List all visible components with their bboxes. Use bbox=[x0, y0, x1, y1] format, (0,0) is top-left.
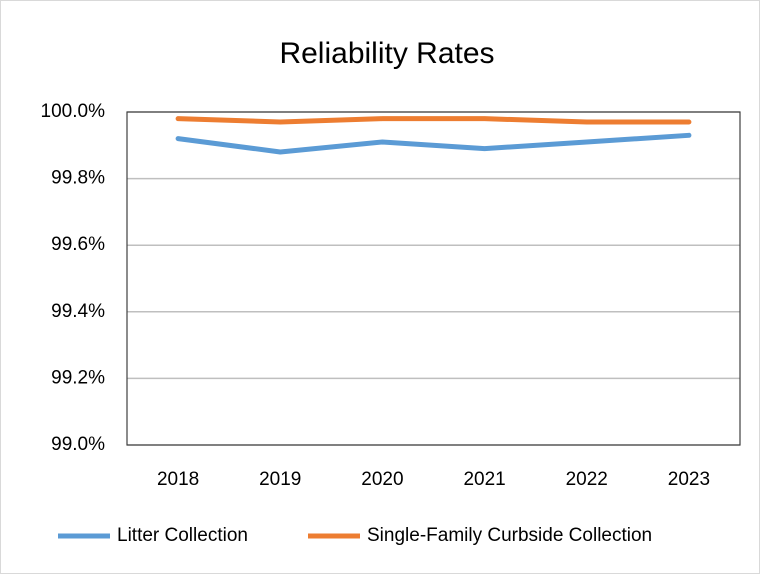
y-tick-label: 100.0% bbox=[41, 101, 106, 122]
y-tick-label: 99.0% bbox=[51, 434, 105, 455]
x-tick-label: 2022 bbox=[566, 469, 608, 490]
y-tick-label: 99.2% bbox=[51, 367, 105, 388]
x-tick-label: 2021 bbox=[463, 469, 505, 490]
line-series bbox=[175, 132, 692, 155]
x-tick-label: 2019 bbox=[259, 469, 301, 490]
x-tick-label: 2020 bbox=[361, 469, 403, 490]
x-tick-label: 2018 bbox=[157, 469, 199, 490]
legend-label: Single-Family Curbside Collection bbox=[367, 525, 652, 546]
x-tick-label: 2023 bbox=[668, 469, 710, 490]
y-tick-label: 99.8% bbox=[51, 168, 105, 189]
line-series bbox=[175, 116, 692, 125]
legend-label: Litter Collection bbox=[117, 525, 248, 546]
plot-border bbox=[126, 111, 741, 446]
chart-title: Reliability Rates bbox=[279, 37, 494, 70]
y-tick-label: 99.6% bbox=[51, 234, 105, 255]
y-tick-label: 99.4% bbox=[51, 301, 105, 322]
